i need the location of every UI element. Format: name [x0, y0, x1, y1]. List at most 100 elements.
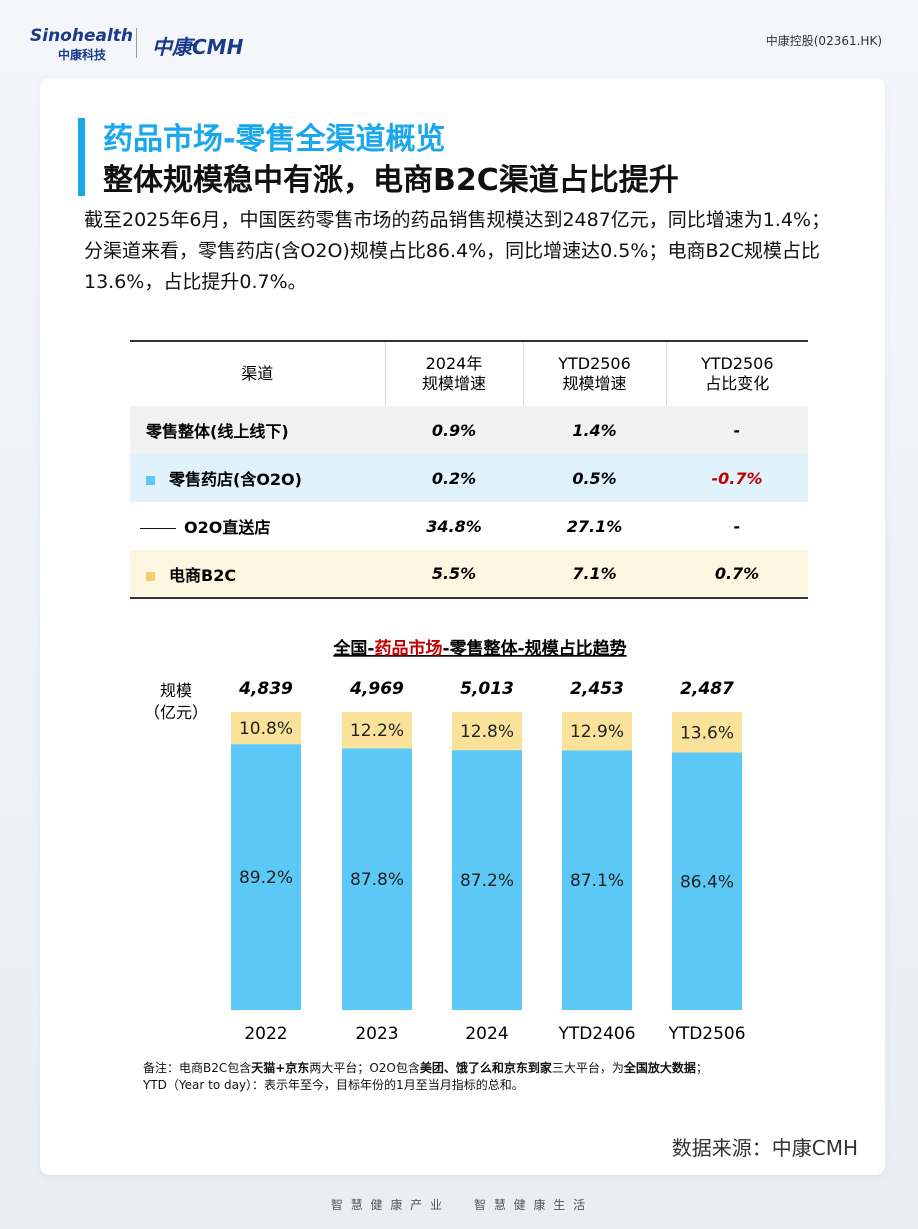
value-label: 12.2%	[350, 721, 404, 741]
header-line: 2024年	[425, 354, 483, 373]
total-label: 2,487	[680, 679, 734, 699]
bar-segment	[452, 712, 522, 751]
bar-segment	[342, 748, 412, 1010]
x-tick-label: YTD2406	[557, 1024, 635, 1044]
source: 数据来源：中康CMH	[671, 1136, 858, 1160]
table-cell: 零售整体(线上线下)	[130, 406, 385, 454]
note-text: 备注：电商B2C包含	[143, 1061, 252, 1075]
bar-segment	[452, 750, 522, 1010]
value-label: 12.9%	[570, 722, 624, 742]
table-cell: 零售药店(含O2O)	[130, 454, 385, 502]
paragraph: 分渠道来看，零售药店(含O2O)规模占比86.4%，同比增速达0.5%；电商B2…	[84, 240, 820, 293]
table-cell: 34.8%	[385, 502, 523, 550]
header-line: 规模增速	[562, 374, 627, 393]
bar-segment	[672, 752, 742, 1010]
table-cell: 0.9%	[385, 406, 523, 454]
table-cell: -	[666, 502, 808, 550]
header-line: YTD2506	[700, 354, 774, 373]
cell-text: 零售药店(含O2O)	[169, 470, 302, 489]
table-row: 零售药店(含O2O) 0.2% 0.5% -0.7%	[130, 454, 808, 502]
bar-segment	[562, 712, 632, 751]
divider	[136, 28, 137, 58]
table-cell: O2O直送店	[130, 502, 385, 550]
header-line: 占比变化	[705, 374, 770, 393]
bar-segment	[231, 744, 301, 1010]
logo-cn: 中康科技	[58, 48, 107, 62]
chart-title-part: -零售整体-规模占比趋势	[442, 638, 626, 659]
table-header-cell: YTD2506 规模增速	[522, 341, 666, 406]
cell-text: 0.2%	[431, 468, 477, 488]
body: 截至2025年6月，中国医药零售市场的药品销售规模达到2487亿元，同比增速为1…	[84, 205, 854, 298]
table-cell: 27.1%	[523, 502, 666, 550]
cell-text: -	[733, 420, 741, 440]
cell-text: -	[733, 516, 741, 536]
value-label: 89.2%	[239, 868, 293, 888]
table-row: O2O直送店 34.8% 27.1% -	[130, 502, 808, 550]
table-cell: 0.2%	[385, 454, 523, 502]
cell-text: 0.5%	[572, 468, 617, 488]
cell-text: 1.4%	[572, 420, 617, 440]
cell-text: 7.1%	[572, 564, 617, 583]
footer-text: 智 慧 健 康 生 活	[474, 1198, 588, 1212]
y-axis-label: 规模	[160, 681, 192, 700]
paragraph: 截至2025年6月，中国医药零售市场的药品销售规模达到2487亿元，同比增速为1…	[84, 209, 831, 231]
cell-text: 27.1%	[566, 516, 623, 536]
note-text: 两大平台；O2O包含	[309, 1061, 420, 1075]
row-marker	[140, 528, 176, 529]
cell-text: 0.7%	[714, 564, 760, 583]
x-tick-label: 2023	[355, 1024, 398, 1044]
table-cell: 7.1%	[523, 550, 666, 598]
chart-title: 全国-药品市场-零售整体-规模占比趋势	[332, 638, 626, 659]
cell-text: 0.9%	[431, 420, 477, 440]
table-cell: 5.5%	[385, 550, 523, 598]
note-text: 美团、饿了么和京东到家	[419, 1061, 552, 1075]
table-cell: -	[666, 406, 808, 454]
note-line: YTD（Year to day）：表示年至今，目标年份的1月至当月指标的总和。	[143, 1077, 708, 1094]
cell-text: 零售整体(线上线下)	[146, 422, 289, 441]
chart-title-part: 药品市场	[374, 638, 442, 659]
table-header-cell: 渠道	[130, 341, 385, 406]
total-label: 2,453	[570, 679, 624, 699]
value-label: 13.6%	[680, 723, 734, 743]
note-text: 全国放大数据	[623, 1061, 696, 1075]
bar-segment	[342, 712, 412, 749]
table-cell: 电商B2C	[130, 550, 385, 598]
cell-text: O2O直送店	[184, 518, 271, 537]
logo-en: Sinohealth	[30, 26, 134, 46]
cell-text: -0.7%	[711, 468, 763, 488]
x-tick-label: 2024	[465, 1024, 508, 1044]
bar-segment	[672, 712, 742, 753]
total-label: 4,969	[349, 679, 404, 699]
stock: 中康控股(02361.HK)	[765, 34, 882, 48]
bar-segment	[562, 750, 632, 1010]
table-cell: 0.5%	[523, 454, 666, 502]
value-label: 87.8%	[350, 870, 404, 890]
table: 渠道 2024年 规模增速 YTD2506 规模增速 YTD2506 占比变化 零售整体(线上…	[130, 340, 808, 599]
cell-text: 电商B2C	[169, 565, 237, 585]
chart-title-part: 全国-	[332, 638, 374, 659]
note-line: 备注：电商B2C包含天猫+京东两大平台；O2O包含美团、饿了么和京东到家三大平台…	[143, 1060, 708, 1077]
value-label: 12.8%	[460, 722, 514, 742]
note-text: 天猫+京东	[251, 1061, 310, 1075]
footer-text: 智 慧 健 康 产 业	[330, 1198, 444, 1212]
title-2: 整体规模稳中有涨，电商B2C渠道占比提升	[103, 163, 679, 198]
footer: 智 慧 健 康 产 业智 慧 健 康 生 活	[0, 1196, 918, 1213]
table-cell: 0.7%	[666, 550, 808, 598]
total-label: 4,839	[238, 679, 293, 699]
total-label: 5,013	[460, 679, 514, 699]
value-label: 87.1%	[570, 871, 624, 891]
table-header-cell: 2024年 规模增速	[384, 341, 523, 406]
x-tick-label: YTD2506	[667, 1024, 745, 1044]
header-line: 规模增速	[421, 374, 486, 393]
row-marker	[146, 571, 155, 581]
table-cell: 1.4%	[523, 406, 666, 454]
table-row: 电商B2C 5.5% 7.1% 0.7%	[130, 550, 808, 598]
notes: 备注：电商B2C包含天猫+京东两大平台；O2O包含美团、饿了么和京东到家三大平台…	[143, 1060, 708, 1094]
table-cell: -0.7%	[666, 454, 808, 502]
table-row: 零售整体(线上线下) 0.9% 1.4% -	[130, 406, 808, 454]
cell-text: 34.8%	[426, 516, 482, 536]
value-label: 87.2%	[460, 871, 514, 891]
cell-text: 5.5%	[431, 564, 477, 583]
title-1: 药品市场-零售全渠道概览	[103, 122, 446, 157]
